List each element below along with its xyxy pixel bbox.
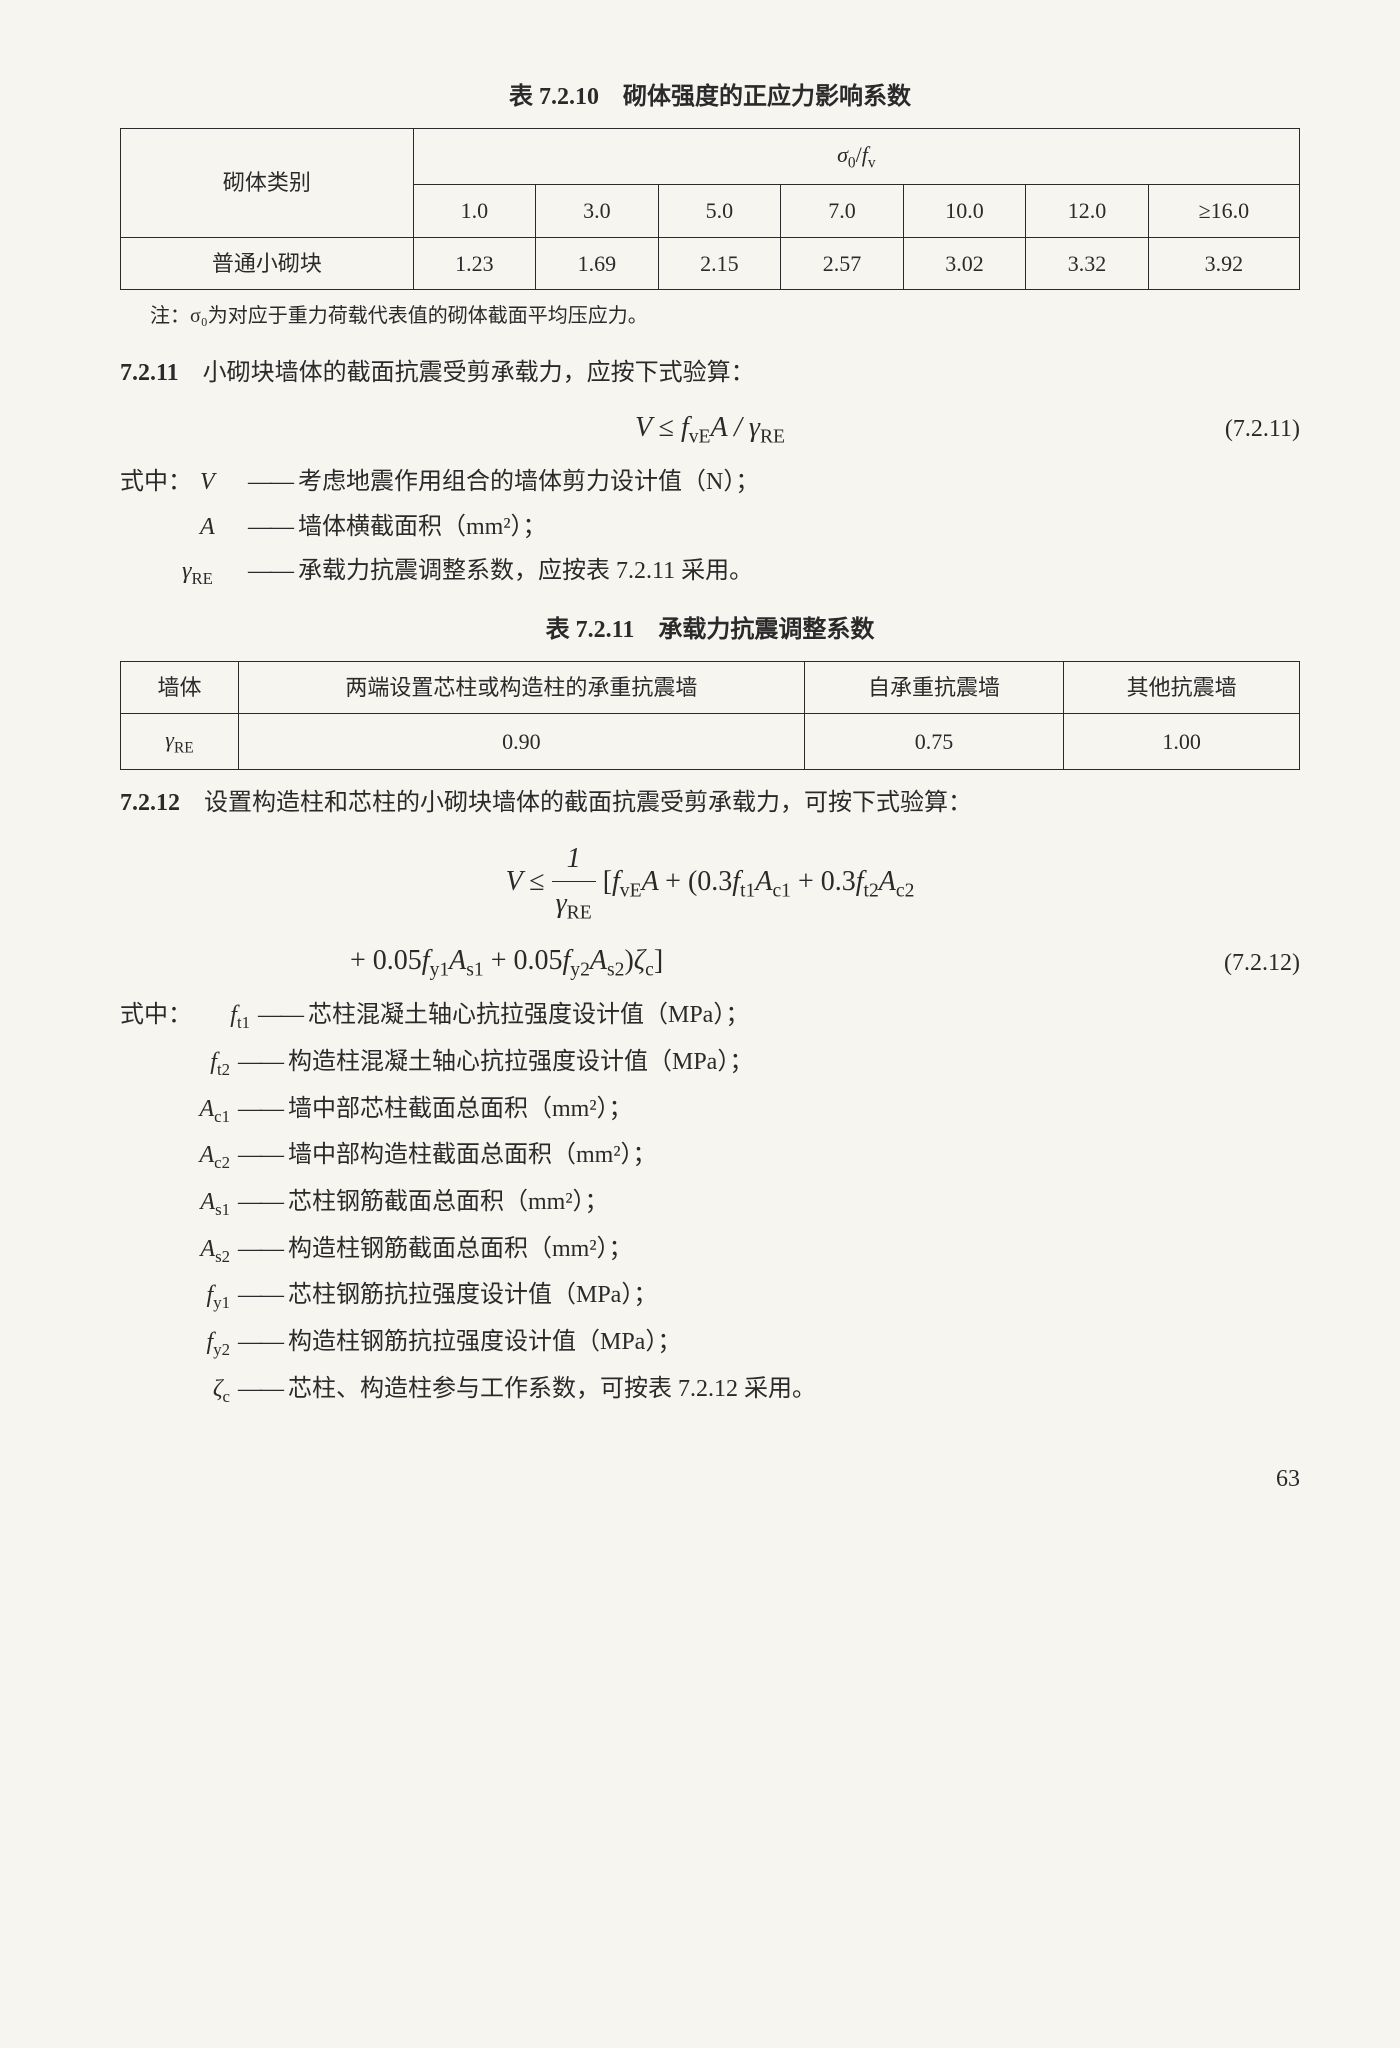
sym-zetac: ζc (140, 1370, 238, 1411)
def-fy2-txt: 构造柱钢筋抗拉强度设计值（MPa）； (288, 1323, 1300, 1361)
formula-7-2-12-row1: V ≤ 1γRE [fvEA + (0.3ft1Ac1 + 0.3ft2Ac2 (120, 837, 1300, 930)
dash: —— (238, 1276, 288, 1314)
t1-col-5: 12.0 (1026, 185, 1149, 237)
dash: —— (258, 996, 308, 1034)
t1-val-5: 3.32 (1026, 237, 1149, 289)
dash: —— (238, 1136, 288, 1174)
t1-val-0: 1.23 (413, 237, 536, 289)
formula-7-2-11-row: V ≤ fvEA / γRE (7.2.11) (120, 406, 1300, 453)
where-label-2: 式中： (120, 996, 200, 1034)
def-gammaRE: γRE —— 承载力抗震调整系数，应按表 7.2.11 采用。 (182, 552, 1300, 593)
t2-h0: 墙体 (121, 661, 239, 713)
page-number: 63 (120, 1460, 1300, 1498)
def-ft2: ft2 —— 构造柱混凝土轴心抗拉强度设计值（MPa）； (140, 1043, 1300, 1084)
def-gammaRE-txt: 承载力抗震调整系数，应按表 7.2.11 采用。 (298, 552, 1300, 590)
t1-val-6: 3.92 (1148, 237, 1299, 289)
table-7-2-10: 砌体类别 σ0/fv 1.0 3.0 5.0 7.0 10.0 12.0 ≥16… (120, 128, 1300, 289)
t1-val-3: 2.57 (781, 237, 904, 289)
def-A: A —— 墙体横截面积（mm²）； (200, 508, 1300, 546)
t1-col-3: 7.0 (781, 185, 904, 237)
t2-h2: 自承重抗震墙 (804, 661, 1063, 713)
t1-val-4: 3.02 (903, 237, 1026, 289)
t1-row-header: 砌体类别 (121, 129, 414, 237)
def-Ac2: Ac2 —— 墙中部构造柱截面总面积（mm²）； (140, 1136, 1300, 1177)
sym-gammaRE: γRE (182, 552, 248, 593)
dash: —— (238, 1090, 288, 1128)
def-V-txt: 考虑地震作用组合的墙体剪力设计值（N）； (298, 463, 1300, 501)
dash: —— (238, 1370, 288, 1408)
def-fy1-txt: 芯柱钢筋抗拉强度设计值（MPa）； (288, 1276, 1300, 1314)
t1-col-2: 5.0 (658, 185, 781, 237)
def-As1-txt: 芯柱钢筋截面总面积（mm²）； (288, 1183, 1300, 1221)
t1-col-4: 10.0 (903, 185, 1026, 237)
t1-col-0: 1.0 (413, 185, 536, 237)
section-7-2-12: 7.2.12 设置构造柱和芯柱的小砌块墙体的截面抗震受剪承载力，可按下式验算： (120, 784, 1300, 822)
formula-7-2-12-line2: + 0.05fy1As1 + 0.05fy2As2)ζc] (350, 939, 1300, 986)
table-7-2-11-title: 表 7.2.11 承载力抗震调整系数 (120, 611, 1300, 649)
eqnum-7-2-12: (7.2.12) (1224, 944, 1300, 982)
def-zetac: ζc —— 芯柱、构造柱参与工作系数，可按表 7.2.12 采用。 (140, 1370, 1300, 1411)
formula-7-2-12-row2: + 0.05fy1As1 + 0.05fy2As2)ζc] (7.2.12) (120, 939, 1300, 986)
def-As2: As2 —— 构造柱钢筋截面总面积（mm²）； (140, 1230, 1300, 1271)
t2-v0: 0.90 (238, 714, 804, 770)
t1-row-label: 普通小砌块 (121, 237, 414, 289)
t1-col-6: ≥16.0 (1148, 185, 1299, 237)
sym-V: V (200, 463, 248, 501)
sym-Ac1: Ac1 (140, 1090, 238, 1131)
t1-col-1: 3.0 (536, 185, 659, 237)
sec-7-2-12-num: 7.2.12 (120, 790, 180, 816)
t1-val-1: 1.69 (536, 237, 659, 289)
def-zetac-txt: 芯柱、构造柱参与工作系数，可按表 7.2.12 采用。 (288, 1370, 1300, 1408)
sym-As2: As2 (140, 1230, 238, 1271)
sym-ft2: ft2 (140, 1043, 238, 1084)
sym-Ac2: Ac2 (140, 1136, 238, 1177)
t2-h1: 两端设置芯柱或构造柱的承重抗震墙 (238, 661, 804, 713)
t1-col-group: σ0/fv (413, 129, 1299, 185)
t2-h3: 其他抗震墙 (1064, 661, 1300, 713)
table-7-2-10-note: 注：σ₀为对应于重力荷载代表值的砌体截面平均压应力。 (150, 300, 1300, 332)
t2-v1: 0.75 (804, 714, 1063, 770)
t2-v2: 1.00 (1064, 714, 1300, 770)
section-7-2-11: 7.2.11 小砌块墙体的截面抗震受剪承载力，应按下式验算： (120, 354, 1300, 392)
dash: —— (238, 1043, 288, 1081)
dash: —— (238, 1230, 288, 1268)
def-Ac1: Ac1 —— 墙中部芯柱截面总面积（mm²）； (140, 1090, 1300, 1131)
where-7-2-12: 式中： ft1 —— 芯柱混凝土轴心抗拉强度设计值（MPa）； ft2 —— 构… (120, 996, 1300, 1410)
def-ft2-txt: 构造柱混凝土轴心抗拉强度设计值（MPa）； (288, 1043, 1300, 1081)
sym-fy1: fy1 (140, 1276, 238, 1317)
table-7-2-11: 墙体 两端设置芯柱或构造柱的承重抗震墙 自承重抗震墙 其他抗震墙 γRE 0.9… (120, 661, 1300, 770)
def-fy2: fy2 —— 构造柱钢筋抗拉强度设计值（MPa）； (140, 1323, 1300, 1364)
sym-fy2: fy2 (140, 1323, 238, 1364)
t1-val-2: 2.15 (658, 237, 781, 289)
def-A-txt: 墙体横截面积（mm²）； (298, 508, 1300, 546)
def-ft1: 式中： ft1 —— 芯柱混凝土轴心抗拉强度设计值（MPa）； (120, 996, 1300, 1037)
def-Ac2-txt: 墙中部构造柱截面总面积（mm²）； (288, 1136, 1300, 1174)
def-Ac1-txt: 墙中部芯柱截面总面积（mm²）； (288, 1090, 1300, 1128)
t2-sym: γRE (121, 714, 239, 770)
sec-7-2-11-lead: 小砌块墙体的截面抗震受剪承载力，应按下式验算： (179, 360, 755, 386)
formula-7-2-11: V ≤ fvEA / γRE (120, 406, 1300, 453)
eqnum-7-2-11: (7.2.11) (1225, 410, 1300, 448)
dash: —— (238, 1323, 288, 1361)
sym-As1: As1 (140, 1183, 238, 1224)
dash: —— (248, 463, 298, 501)
dash: —— (238, 1183, 288, 1221)
dash: —— (248, 552, 298, 590)
def-ft1-txt: 芯柱混凝土轴心抗拉强度设计值（MPa）； (308, 996, 1300, 1034)
sec-7-2-11-num: 7.2.11 (120, 360, 179, 386)
sym-ft1: ft1 (200, 996, 258, 1037)
def-fy1: fy1 —— 芯柱钢筋抗拉强度设计值（MPa）； (140, 1276, 1300, 1317)
dash: —— (248, 508, 298, 546)
def-V: 式中： V —— 考虑地震作用组合的墙体剪力设计值（N）； (120, 463, 1300, 501)
formula-7-2-12-line1: V ≤ 1γRE [fvEA + (0.3ft1Ac1 + 0.3ft2Ac2 (120, 837, 1300, 930)
table-7-2-10-title: 表 7.2.10 砌体强度的正应力影响系数 (120, 78, 1300, 116)
def-As2-txt: 构造柱钢筋截面总面积（mm²）； (288, 1230, 1300, 1268)
def-As1: As1 —— 芯柱钢筋截面总面积（mm²）； (140, 1183, 1300, 1224)
sym-A: A (200, 508, 248, 546)
sec-7-2-12-lead: 设置构造柱和芯柱的小砌块墙体的截面抗震受剪承载力，可按下式验算： (180, 790, 972, 816)
where-7-2-11: 式中： V —— 考虑地震作用组合的墙体剪力设计值（N）； A —— 墙体横截面… (120, 463, 1300, 592)
where-label-1: 式中： (120, 463, 200, 501)
